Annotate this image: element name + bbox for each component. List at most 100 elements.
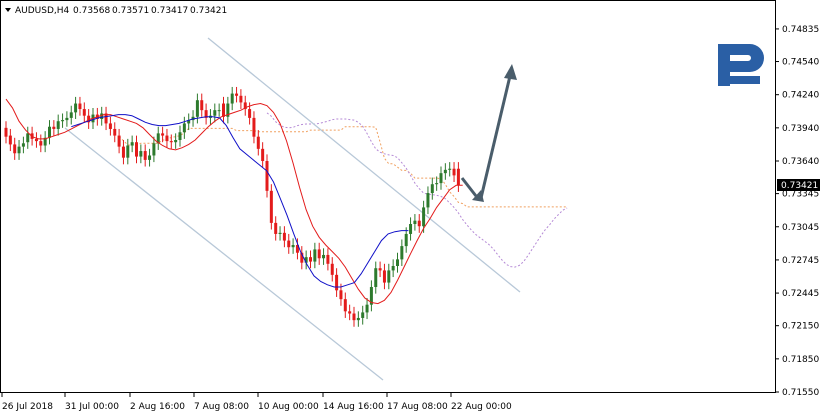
candle-body: [26, 133, 30, 143]
candle-body: [356, 317, 360, 321]
candle-body: [322, 254, 326, 259]
candle-body: [426, 193, 430, 208]
kijun-sen-line: [71, 114, 409, 288]
candle-body: [104, 113, 108, 124]
candle-body: [178, 132, 182, 140]
candle-body: [330, 263, 334, 275]
candle-body: [343, 299, 347, 312]
y-tick-label: 0.73345: [782, 190, 819, 200]
candle-body: [48, 126, 51, 138]
current-price-label: 0.73421: [781, 181, 818, 191]
y-tick-label: 0.74540: [782, 58, 819, 68]
forecast-arrow-down: [460, 177, 478, 197]
candle-body: [335, 274, 339, 291]
candle-body: [313, 249, 317, 262]
candle-body: [148, 155, 152, 160]
candle-body: [309, 257, 312, 262]
indicator-lines: [5, 98, 463, 305]
candle-body: [456, 168, 460, 186]
candle-body: [396, 259, 399, 266]
candle-body: [126, 145, 130, 158]
candle-body: [365, 304, 369, 313]
y-tick-label: 0.71850: [782, 355, 819, 365]
candle-body: [235, 93, 239, 96]
open-value: 0.73568: [73, 6, 110, 16]
candle-body: [139, 151, 143, 157]
candle-body: [82, 109, 86, 116]
plot-frame: [0, 0, 776, 393]
candle-body: [304, 257, 308, 263]
candle-body: [452, 168, 456, 176]
current-price-tag: 0.73421: [777, 179, 820, 191]
candle-body: [300, 252, 304, 263]
candle-body: [200, 100, 204, 111]
candle-body: [43, 137, 47, 146]
candle-body: [65, 117, 69, 121]
candle-body: [78, 103, 82, 110]
candle-body: [417, 220, 421, 227]
trend-channel: [64, 37, 521, 381]
time-axis: 26 Jul 2018 31 Jul 00:00 2 Aug 16:00 7 Aug …: [1, 392, 512, 412]
y-tick-label: 0.73640: [782, 157, 819, 167]
candle-body: [34, 138, 38, 142]
candle-body: [443, 169, 447, 174]
candle-body: [291, 245, 295, 248]
candle-body: [261, 148, 265, 161]
ichimoku-cloud: [118, 112, 568, 268]
forecast-arrows: [460, 64, 517, 202]
y-tick-label: 0.72745: [782, 256, 819, 266]
candle-body: [369, 287, 373, 305]
candles: [4, 86, 460, 327]
close-value: 0.73421: [190, 6, 227, 16]
x-tick-label: 7 Aug 08:00: [194, 402, 249, 412]
candle-body: [282, 232, 286, 241]
candle-body: [121, 146, 125, 158]
x-tick-label: 17 Aug 08:00: [387, 402, 448, 412]
y-tick-label: 0.74835: [782, 25, 819, 35]
y-tick-label: 0.72445: [782, 289, 819, 299]
candle-body: [382, 270, 386, 283]
candle-body: [21, 143, 25, 147]
candle-body: [387, 270, 391, 283]
candle-body: [391, 266, 395, 271]
candle-body: [404, 233, 408, 247]
candle-body: [422, 207, 426, 227]
x-tick-label: 14 Aug 16:00: [323, 402, 384, 412]
candle-body: [204, 110, 208, 118]
candle-body: [274, 222, 278, 234]
candle-body: [361, 312, 365, 318]
candle-body: [430, 184, 434, 194]
candle-body: [439, 173, 443, 184]
x-tick-label: 10 Aug 00:00: [258, 402, 319, 412]
candle-body: [348, 311, 352, 314]
candle-body: [69, 112, 73, 118]
candle-body: [409, 224, 413, 234]
candle-body: [278, 232, 282, 234]
candle-body: [52, 126, 56, 129]
candle-body: [108, 123, 112, 129]
candle-body: [156, 133, 160, 144]
candle-body: [113, 128, 117, 136]
candle-body: [13, 144, 17, 154]
candle-body: [152, 143, 156, 156]
x-tick-label: 2 Aug 16:00: [130, 402, 185, 412]
channel-lower-line: [64, 127, 384, 381]
candle-body: [222, 103, 225, 117]
candle-body: [252, 117, 256, 137]
y-tick-label: 0.72150: [782, 322, 819, 332]
candle-body: [287, 240, 291, 248]
candle-body: [374, 268, 378, 287]
candle-body: [230, 93, 234, 104]
candle-body: [161, 133, 165, 136]
candle-body: [143, 151, 147, 160]
senkou-span-b: [118, 126, 568, 208]
forecast-arrow-up: [479, 75, 512, 199]
candle-body: [339, 290, 343, 300]
candle-body: [326, 254, 330, 264]
candle-body: [217, 110, 221, 112]
candle-body: [448, 168, 452, 170]
candle-body: [248, 109, 252, 118]
candle-body: [317, 249, 321, 259]
roboforex-logo-icon: [718, 44, 764, 86]
